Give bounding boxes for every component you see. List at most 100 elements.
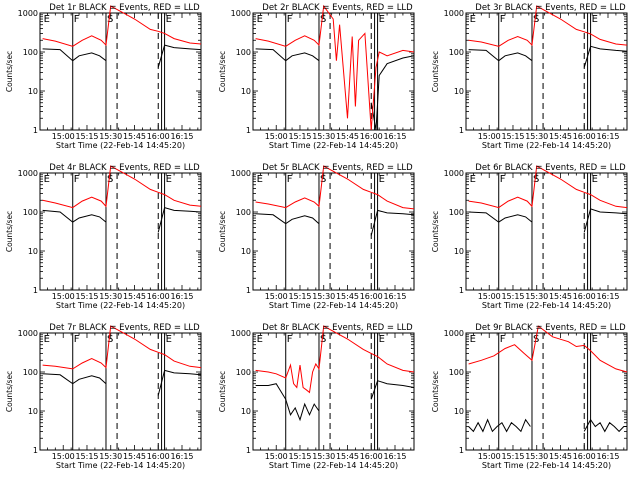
x-tick-label: 16:15 — [596, 292, 619, 301]
event-marker-label: S — [107, 174, 113, 185]
event-marker-label: E — [379, 334, 385, 345]
y-axis-label: Counts/sec — [431, 211, 440, 252]
series-lld-line — [42, 325, 202, 370]
y-tick-label: 1000 — [18, 9, 38, 18]
y-tick-label: 100 — [449, 208, 464, 217]
panel-5: 1 10 100 1000 15:00 15:15 15:30 15:45 16:00 16:15… — [218, 163, 415, 310]
x-axis-label: Start Time (22-Feb-14 14:45:20) — [56, 301, 185, 310]
x-axis-label: Start Time (22-Feb-14 14:45:20) — [269, 141, 398, 150]
event-marker-label: E — [592, 174, 598, 185]
x-tick-label: 16:00 — [573, 132, 596, 141]
event-marker-label: F — [287, 174, 293, 185]
y-tick-label: 100 — [236, 48, 251, 57]
series-events-line — [42, 369, 202, 396]
x-tick-label: 15:15 — [75, 452, 98, 461]
y-axis-label: Counts/sec — [218, 371, 227, 412]
x-tick-label: 15:15 — [288, 132, 311, 141]
event-marker-label: E — [166, 334, 172, 345]
x-tick-label: 16:15 — [383, 292, 406, 301]
event-marker-label: F — [500, 14, 506, 25]
series-lld-line — [42, 165, 202, 209]
plot-frame — [252, 12, 415, 131]
y-tick-label: 1 — [459, 446, 464, 455]
x-tick-label: 16:00 — [360, 452, 383, 461]
y-tick-label: 10 — [241, 247, 251, 256]
event-marker-label: E — [592, 334, 598, 345]
y-tick-label: 10 — [454, 247, 464, 256]
y-axis-label: Counts/sec — [218, 51, 227, 92]
event-marker-label: E — [166, 174, 172, 185]
series-events-line — [255, 48, 415, 131]
plot-frame — [252, 172, 415, 291]
x-axis-label: Start Time (22-Feb-14 14:45:20) — [56, 141, 185, 150]
panel-title: Det 4r BLACK = Events, RED = LLD — [49, 163, 200, 173]
x-tick-label: 15:45 — [123, 452, 146, 461]
x-tick-label: 15:30 — [99, 292, 122, 301]
event-marker-label: E — [379, 174, 385, 185]
event-marker-label: E — [470, 334, 476, 345]
y-tick-label: 1 — [33, 446, 38, 455]
y-axis-label: Counts/sec — [431, 51, 440, 92]
panel-6: 1 10 100 1000 15:00 15:15 15:30 15:45 16:00 16:15… — [431, 163, 628, 310]
x-tick-label: 15:15 — [501, 452, 524, 461]
y-tick-label: 10 — [28, 247, 38, 256]
x-tick-label: 15:45 — [549, 292, 572, 301]
y-tick-label: 1 — [459, 126, 464, 135]
event-marker-label: E — [592, 14, 598, 25]
y-tick-label: 10 — [28, 87, 38, 96]
y-tick-label: 1 — [246, 126, 251, 135]
series-events-line — [42, 206, 202, 233]
y-tick-label: 100 — [236, 208, 251, 217]
y-tick-label: 1 — [246, 446, 251, 455]
x-tick-label: 15:30 — [525, 132, 548, 141]
event-marker-label: E — [44, 334, 50, 345]
y-tick-label: 100 — [23, 368, 38, 377]
y-axis-label: Counts/sec — [5, 51, 14, 92]
x-tick-label: 15:00 — [265, 452, 288, 461]
x-tick-label: 15:45 — [123, 132, 146, 141]
series-lld-line — [468, 5, 628, 47]
y-tick-label: 1 — [33, 126, 38, 135]
event-marker-label: E — [470, 14, 476, 25]
x-tick-label: 15:00 — [52, 452, 75, 461]
x-tick-label: 15:30 — [99, 452, 122, 461]
series-events-line — [255, 380, 415, 422]
plot-frame — [39, 172, 202, 291]
x-tick-label: 15:45 — [336, 452, 359, 461]
event-marker-label: E — [470, 174, 476, 185]
x-tick-label: 15:15 — [288, 292, 311, 301]
panel-title: Det 5r BLACK = Events, RED = LLD — [262, 163, 413, 173]
x-tick-label: 15:30 — [312, 292, 335, 301]
y-tick-label: 100 — [23, 48, 38, 57]
event-marker-label: E — [44, 174, 50, 185]
y-tick-label: 100 — [449, 48, 464, 57]
plot-frame — [465, 332, 628, 451]
x-tick-label: 16:00 — [147, 452, 170, 461]
plot-frame — [39, 12, 202, 131]
event-marker-label: F — [500, 174, 506, 185]
y-tick-label: 10 — [454, 407, 464, 416]
y-tick-label: 1 — [246, 286, 251, 295]
panel-title: Det 8r BLACK = Events, RED = LLD — [262, 323, 413, 333]
x-tick-label: 15:15 — [501, 132, 524, 141]
panel-2: 1 10 100 1000 15:00 15:15 15:30 15:45 16:00 16:15… — [218, 3, 415, 150]
x-tick-label: 15:45 — [549, 132, 572, 141]
y-tick-label: 1 — [459, 286, 464, 295]
event-marker-label: E — [379, 14, 385, 25]
x-tick-label: 15:30 — [312, 452, 335, 461]
x-tick-label: 15:15 — [501, 292, 524, 301]
x-tick-label: 16:00 — [360, 292, 383, 301]
x-tick-label: 15:00 — [52, 132, 75, 141]
plot-frame — [252, 332, 415, 451]
x-tick-label: 16:00 — [573, 292, 596, 301]
y-tick-label: 10 — [454, 87, 464, 96]
event-marker-label: E — [166, 14, 172, 25]
y-tick-label: 100 — [23, 208, 38, 217]
plot-frame — [465, 172, 628, 291]
event-marker-label: S — [320, 174, 326, 185]
series-events-line — [255, 209, 415, 236]
panel-8: 1 10 100 1000 15:00 15:15 15:30 15:45 16:00 16:15… — [218, 323, 415, 470]
y-axis-label: Counts/sec — [218, 211, 227, 252]
x-tick-label: 15:15 — [288, 452, 311, 461]
